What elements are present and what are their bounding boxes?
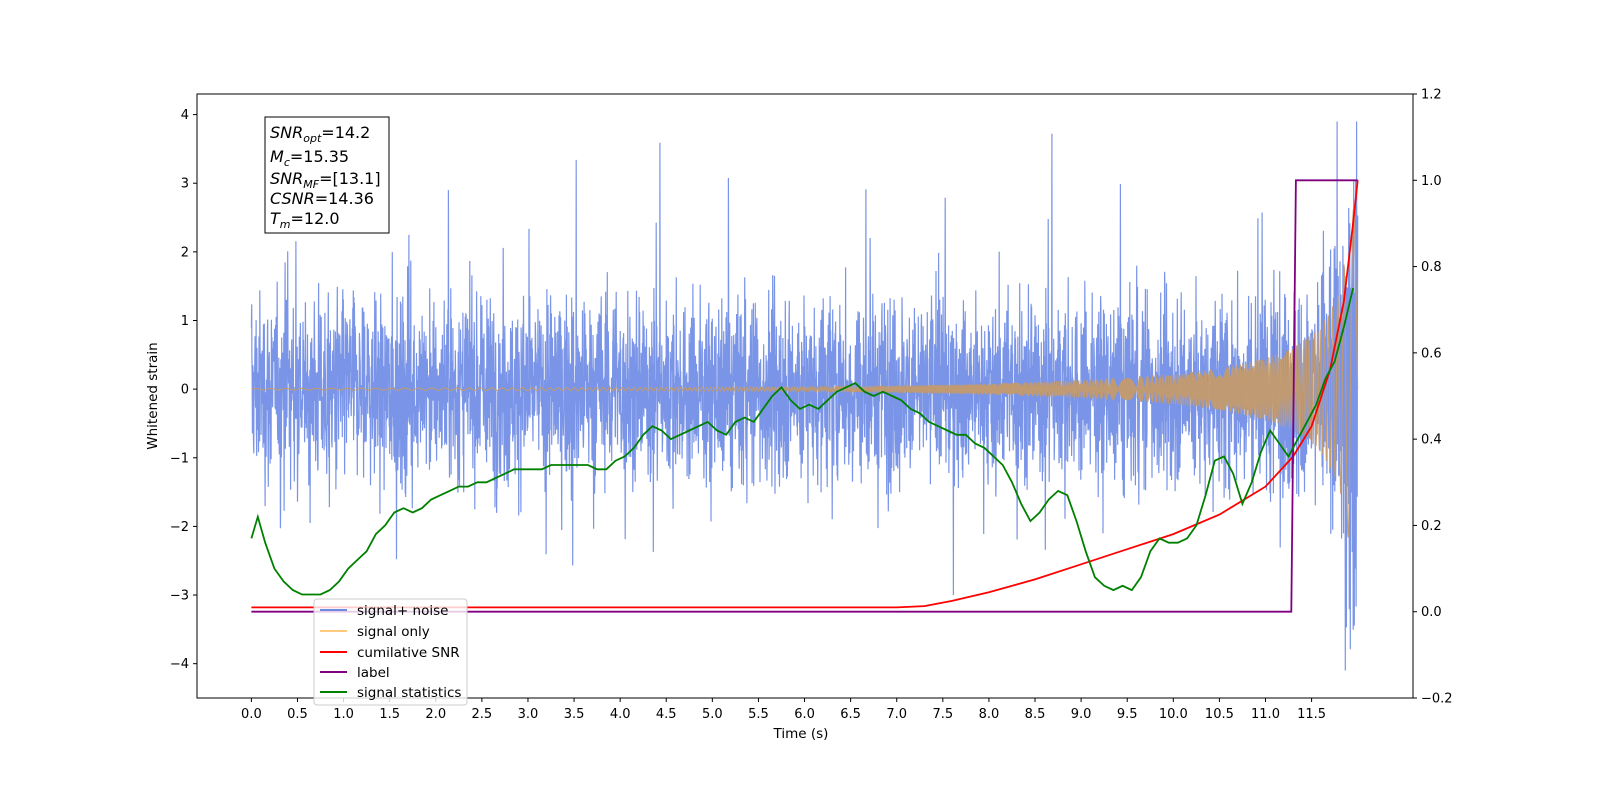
x-tick-label: 2.5 — [472, 707, 493, 722]
y-right-tick-label: 0.0 — [1421, 605, 1442, 620]
series-signal-noise — [250, 121, 1359, 671]
x-tick-label: 9.5 — [1117, 707, 1138, 722]
annotation-frame — [264, 116, 390, 234]
annotation-snr-mf: SNRMF=[13.1] — [270, 169, 381, 191]
label-line — [251, 179, 1358, 613]
x-tick-label: 0.0 — [241, 707, 262, 722]
x-tick-label: 11.5 — [1297, 707, 1326, 722]
y-right-tick-label: −0.2 — [1421, 692, 1453, 707]
x-tick-label: 6.0 — [794, 707, 815, 722]
x-tick-label: 9.0 — [1071, 707, 1092, 722]
x-tick-label: 3.0 — [518, 707, 539, 722]
x-tick-label: 10.5 — [1205, 707, 1234, 722]
x-tick-label: 3.5 — [564, 707, 585, 722]
y-right-tick-label: 0.4 — [1421, 433, 1442, 448]
x-tick-label: 10.0 — [1159, 707, 1188, 722]
y-right-tick-label: 0.6 — [1421, 346, 1442, 361]
y-axis-left-ticks: 4 3 2 1 0 −1 −2 −3 −4 — [170, 108, 197, 672]
annotation-box: SNRopt=14.2 Mc=15.35 SNRMF=[13.1] CSNR=1… — [264, 116, 390, 234]
x-axis-label: Time (s) — [773, 726, 829, 742]
x-tick-label: 7.5 — [932, 707, 953, 722]
signal-only-line — [251, 208, 1359, 538]
x-tick-label: 5.0 — [702, 707, 723, 722]
y-left-tick-label: 4 — [181, 108, 189, 123]
y-left-tick-label: −1 — [170, 451, 189, 466]
signal-noise-line — [250, 121, 1359, 671]
legend-label-signal-only: signal only — [357, 624, 430, 640]
annotation-mc: Mc=15.35 — [270, 147, 349, 169]
right-axis-series — [250, 179, 1359, 613]
y-axis-right-ticks: 1.2 1.0 0.8 0.6 0.4 0.2 0.0 −0.2 — [1413, 88, 1453, 707]
signal-statistics-line — [250, 287, 1354, 596]
x-tick-label: 4.0 — [610, 707, 631, 722]
y-right-tick-label: 1.2 — [1421, 88, 1442, 103]
y-right-tick-label: 0.8 — [1421, 260, 1442, 275]
x-tick-label: 7.0 — [886, 707, 907, 722]
legend-frame — [313, 598, 468, 706]
x-tick-label: 4.5 — [656, 707, 677, 722]
x-tick-label: 5.5 — [748, 707, 769, 722]
x-tick-label: 1.0 — [333, 707, 354, 722]
y-left-tick-label: −2 — [170, 520, 189, 535]
legend-label-signal-statistics: signal statistics — [357, 685, 461, 701]
x-axis-ticks: 0.0 0.5 1.0 1.5 2.0 2.5 3.0 3.5 4.0 4.5 5.0 5.5 6.0 6… — [241, 698, 1326, 722]
x-tick-label: 2.0 — [425, 707, 446, 722]
y-left-tick-label: −3 — [170, 589, 189, 604]
legend: signal+ noise signal only cumilative SNR… — [313, 598, 468, 706]
x-tick-label: 1.5 — [379, 707, 400, 722]
y-right-tick-label: 1.0 — [1421, 174, 1442, 189]
x-tick-label: 6.5 — [840, 707, 861, 722]
legend-label-signal-noise: signal+ noise — [357, 603, 448, 619]
cumulative-snr-line — [251, 180, 1359, 609]
y-axis-label: Whitened strain — [145, 342, 161, 449]
x-tick-label: 11.0 — [1251, 707, 1280, 722]
y-left-tick-label: 1 — [181, 314, 189, 329]
x-tick-label: 8.5 — [1025, 707, 1046, 722]
y-left-tick-label: −4 — [170, 657, 189, 672]
series-signal-only — [251, 208, 1359, 538]
annotation-snr-opt: SNRopt=14.2 — [270, 123, 370, 145]
x-tick-label: 8.0 — [979, 707, 1000, 722]
y-left-tick-label: 0 — [181, 383, 189, 398]
y-right-tick-label: 0.2 — [1421, 519, 1442, 534]
legend-label-cumulative-snr: cumilative SNR — [357, 645, 460, 661]
legend-label-label: label — [357, 665, 390, 681]
x-tick-label: 0.5 — [287, 707, 308, 722]
y-left-tick-label: 3 — [181, 177, 189, 192]
annotation-tm: Tm=12.0 — [270, 209, 340, 231]
y-left-tick-label: 2 — [181, 245, 189, 260]
annotation-csnr: CSNR=14.36 — [270, 189, 374, 208]
